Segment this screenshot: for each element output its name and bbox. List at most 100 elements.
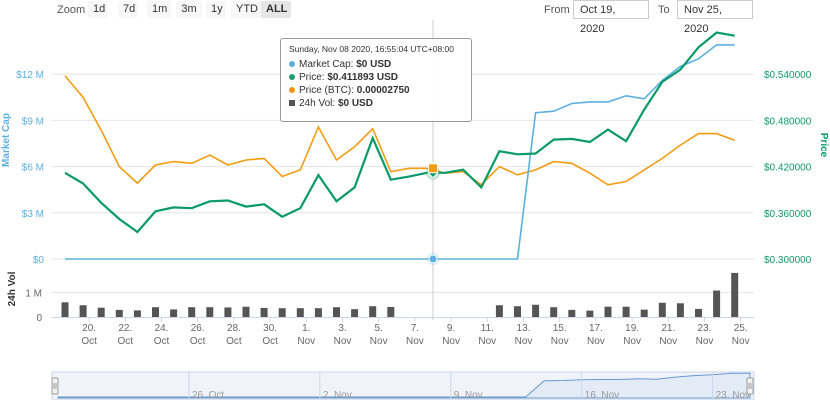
y-left-tick-label: $0 [33,255,45,266]
market-cap-line [65,44,735,260]
volume-bars [61,272,739,317]
y-left-tick-label: $3 M [22,209,44,220]
x-tick-label-month: Oct [118,336,134,347]
volume-bar [640,309,648,317]
x-tick-label: 20. [82,323,96,334]
x-tick-label: 5. [375,323,383,334]
volume-bar [278,308,286,317]
x-tick-label-month: Nov [515,336,533,347]
zoom-button-1d[interactable]: 1d [88,1,108,18]
volume-bar [568,309,576,317]
volume-bar [604,306,612,317]
x-axis: 20. Oct 22. Oct 24. Oct 26. Oct 28. Oct 30. Oct 1. No… [81,317,750,347]
x-tick-label: 1. [302,323,310,334]
volume-bar [586,310,594,317]
volume-tick-label: 1 M [25,289,42,300]
tooltip-label: Market Cap: [299,59,354,70]
y-right-axis-title: Price [818,133,829,158]
x-tick-label: 24. [155,323,169,334]
tooltip-row-price-btc: Price (BTC): 0.00002750 [289,84,463,97]
volume-bar [387,306,395,317]
left-axis: $0 $3 M $6 M $9 M $12 M [16,70,44,266]
x-tick-label-month: Nov [623,336,641,347]
navigator-ticks: 26. Oct 2. Nov 9. Nov 16. Nov 23. Nov [188,372,750,400]
zoom-button-7d[interactable]: 7d [118,1,138,18]
zoom-label: Zoom [57,4,86,16]
zoom-button-1m[interactable]: 1m [147,1,171,18]
navigator-tick-label: 16. Nov [585,390,619,400]
x-tick-label-month: Nov [732,336,750,347]
x-tick-label: 22. [118,323,132,334]
x-tick-label: 30. [263,323,277,334]
tooltip-label: Price (BTC): [299,85,354,96]
volume-bar [514,306,521,317]
tooltip-row-price: Price: $0.411893 USD [289,71,463,84]
price-btc-line [64,75,735,186]
volume-bar [206,307,214,317]
right-axis: $0.300000 $0.360000 $0.420000 $0.480000 $0.5… [764,70,812,266]
volume-bar [622,306,630,317]
y-right-tick-label: $0.480000 [764,116,812,127]
volume-axis-title: 24h Vol [7,271,18,306]
volume-bar [188,307,196,317]
volume-bar [61,302,69,317]
x-tick-label: 26. [191,323,205,334]
volume-bar [695,308,702,317]
y-left-tick-label: $6 M [22,163,44,174]
tooltip-row-market-cap: Market Cap: $0 USD [289,58,463,71]
price-line [64,31,735,234]
tooltip: Sunday, Nov 08 2020, 16:55:04 UTC+08:00 … [280,38,472,122]
volume-tick-label: 0 [36,313,42,324]
x-tick-label-month: Nov [297,336,315,347]
tooltip-label: Price: [299,72,325,83]
x-tick-label-month: Nov [659,336,677,347]
tooltip-value: 0.00002750 [356,85,410,96]
x-tick-label: 11. [481,323,494,334]
x-tick-label-month: Nov [442,336,460,347]
navigator[interactable]: 26. Oct 2. Nov 9. Nov 16. Nov 23. Nov [51,371,755,400]
y-right-tick-label: $0.540000 [764,70,812,81]
volume-bar [260,307,268,317]
volume-bar [550,307,558,317]
x-tick-label-month: Nov [370,336,388,347]
navigator-area [57,372,751,399]
zoom-button-ytd[interactable]: YTD [231,1,263,18]
volume-bar [495,305,503,317]
y-left-tick-label: $9 M [22,116,44,127]
x-tick-label: 23. [698,323,712,334]
tooltip-value: $0 USD [356,59,392,70]
hover-markers [426,163,440,265]
tooltip-value: $0.411893 USD [327,72,398,83]
zoom-button-all[interactable]: ALL [261,1,291,18]
x-tick-label-month: Nov [696,336,714,347]
from-date-input[interactable]: Oct 19, 2020 [573,0,649,35]
navigator-handle-right[interactable] [746,377,754,395]
volume-bar [314,308,322,317]
volume-bar [532,304,540,317]
volume-bar [170,309,178,317]
x-tick-label-month: Nov [334,336,352,347]
volume-bar [658,302,666,317]
y-right-tick-label: $0.300000 [764,255,812,266]
zoom-button-1y[interactable]: 1y [206,1,226,18]
zoom-button-3m[interactable]: 3m [176,1,202,18]
x-tick-label-month: Oct [81,336,97,347]
navigator-tick-label: 23. Nov [716,390,750,400]
tooltip-label: 24h Vol: [299,98,336,109]
volume-bar [224,307,232,317]
y-left-tick-label: $12 M [16,70,44,81]
volume-bar [676,303,684,317]
volume-bar [242,306,250,317]
market-cap-marker [428,254,438,264]
volume-bar [731,272,739,317]
to-date-input[interactable]: Nov 25, 2020 [677,0,753,35]
navigator-handle-left[interactable] [51,377,59,395]
volume-bar [369,306,377,317]
volume-bar [333,307,340,317]
y-right-tick-label: $0.420000 [764,163,812,174]
x-tick-label-month: Nov [406,336,424,347]
tooltip-value: $0 USD [337,98,373,109]
y-right-tick-label: $0.360000 [764,209,812,220]
y-left-axis-title: Market Cap [1,113,12,167]
